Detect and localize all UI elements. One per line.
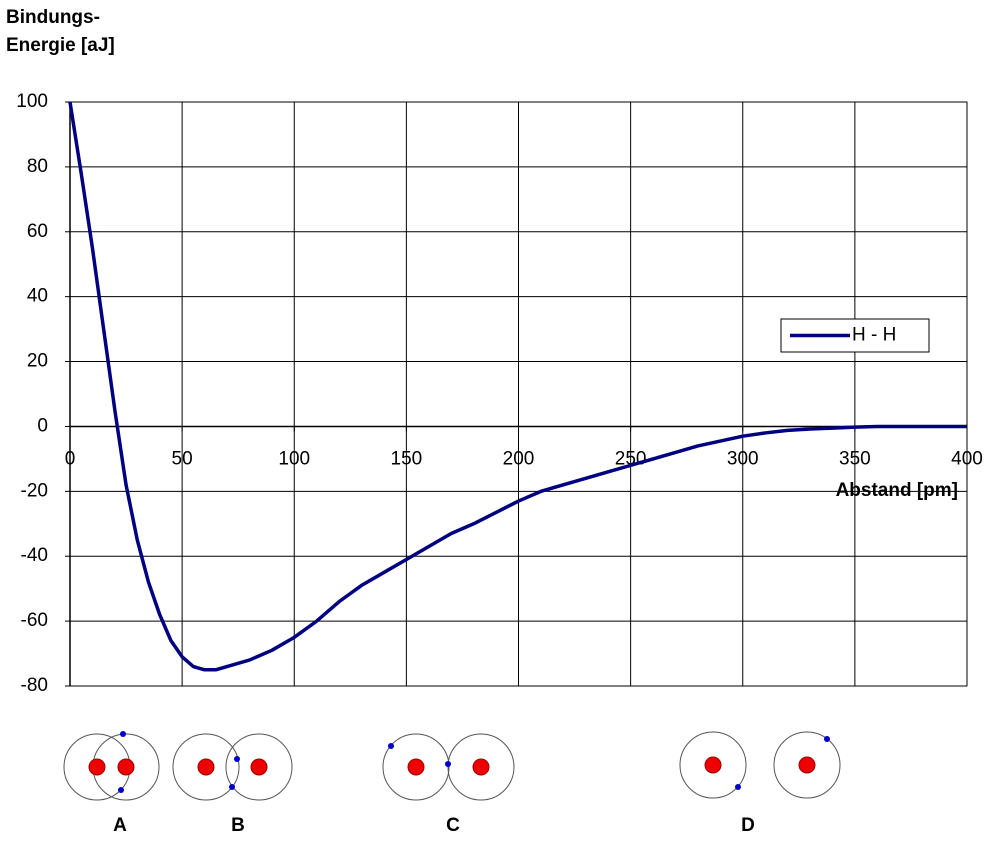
nuclei	[88, 756, 816, 776]
y-tick-label: -40	[21, 545, 48, 566]
y-tick-label: 100	[16, 91, 48, 112]
y-axis-label: Energie [aJ]	[6, 35, 115, 56]
annotation: D	[741, 815, 755, 836]
atom-diagrams	[63, 731, 841, 801]
y-tick-label: 80	[27, 156, 48, 177]
electrons	[118, 731, 830, 793]
y-tick-label: 0	[37, 415, 48, 436]
y-tick-label: -80	[21, 675, 48, 696]
annotation: B	[231, 815, 245, 836]
y-tick-label: 40	[27, 286, 48, 307]
x-tick-label: 200	[503, 448, 535, 469]
line	[68, 101, 967, 672]
y-tick-label: -20	[21, 480, 48, 501]
y-tick-label: -60	[21, 610, 48, 631]
y-tick-label: 20	[27, 351, 48, 372]
annotation: C	[446, 815, 460, 836]
x-tick-label: 100	[278, 448, 310, 469]
x-tick-label: 150	[391, 448, 423, 469]
x-tick-label: 400	[951, 448, 983, 469]
x-tick-label: 350	[839, 448, 871, 469]
x-tick-label: 50	[172, 448, 193, 469]
x-tick-label: 300	[727, 448, 759, 469]
x-axis-label: Abstand [pm]	[836, 480, 958, 501]
legend-label: H - H	[852, 325, 896, 346]
annotation: A	[113, 815, 127, 836]
y-tick-label: 60	[27, 221, 48, 242]
y-axis-label: Bindungs-	[6, 7, 100, 28]
